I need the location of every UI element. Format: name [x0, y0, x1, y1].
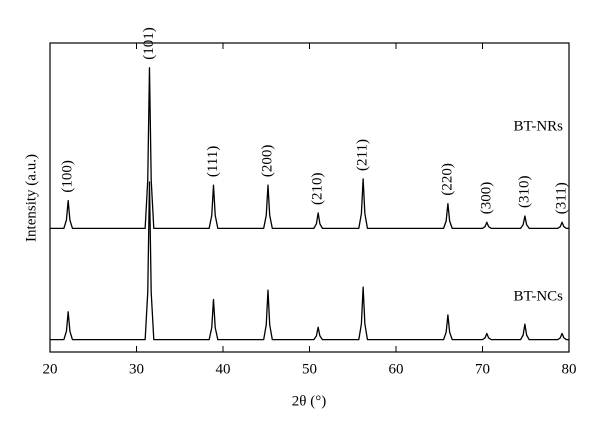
peak-label: (210) [310, 172, 326, 205]
peak-label: (311) [554, 182, 570, 214]
x-axis-title: 2θ (°) [292, 393, 326, 409]
peak-label: (310) [516, 176, 532, 209]
peak-label: (111) [205, 146, 221, 177]
legend-label: BT-NRs [514, 118, 564, 134]
x-tick-label: 30 [129, 361, 144, 377]
x-tick-label: 40 [216, 361, 231, 377]
x-tick-label: 50 [302, 361, 317, 377]
peak-label: (101) [141, 27, 157, 60]
peak-label: (300) [478, 182, 494, 215]
x-tick-label: 80 [562, 361, 577, 377]
x-tick-label: 60 [389, 361, 404, 377]
peak-label: (220) [439, 163, 455, 196]
peak-label: (100) [60, 160, 76, 193]
series-line [50, 67, 569, 230]
series-line [50, 181, 569, 341]
x-tick-label: 20 [43, 361, 58, 377]
y-axis-title: Intensity (a.u.) [23, 154, 39, 242]
legend-label: BT-NCs [514, 288, 564, 304]
peak-label: (200) [259, 145, 275, 178]
peak-label: (211) [355, 139, 371, 171]
x-tick-label: 70 [475, 361, 490, 377]
